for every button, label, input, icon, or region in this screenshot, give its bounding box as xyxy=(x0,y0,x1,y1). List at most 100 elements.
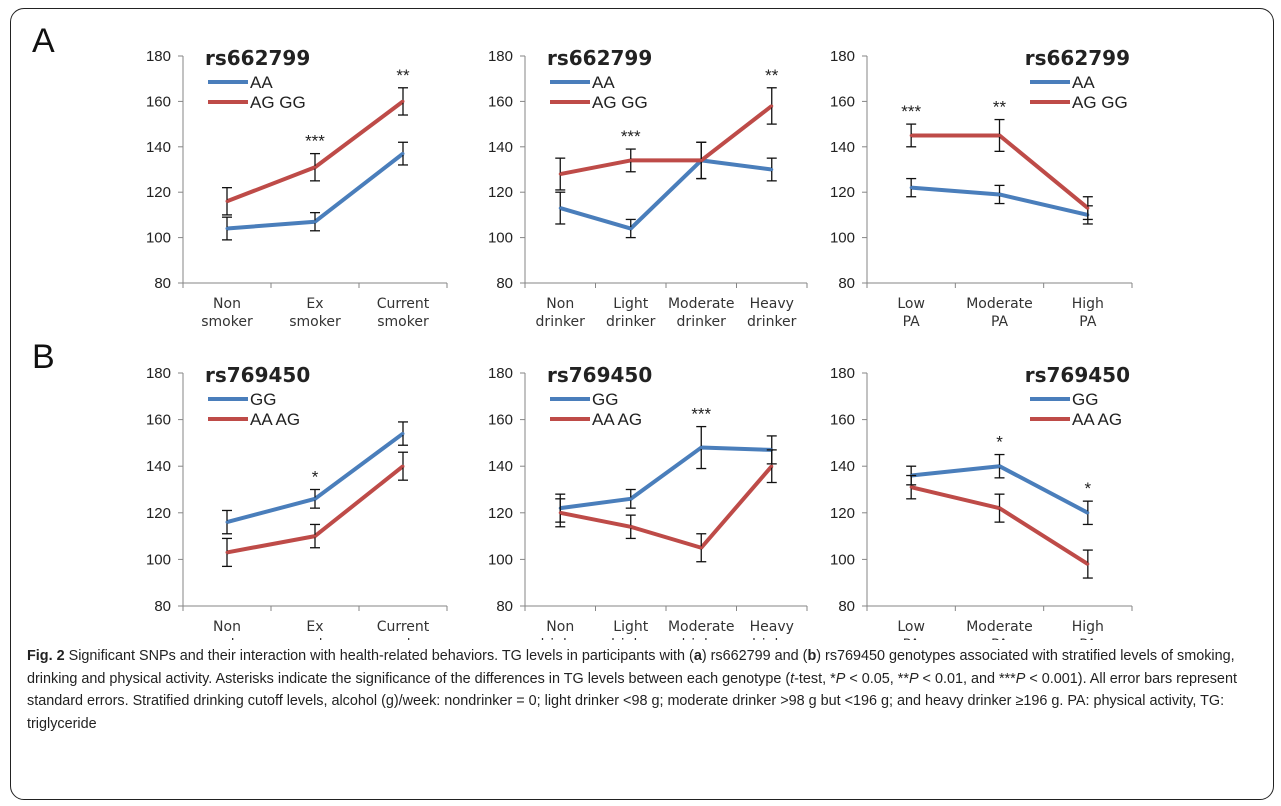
chart-title: rs662799 xyxy=(547,46,652,70)
y-tick-label: 100 xyxy=(146,230,171,247)
panel-letter-a: A xyxy=(32,22,55,60)
figure-caption: Fig. 2 Significant SNPs and their intera… xyxy=(27,645,1262,735)
data-point xyxy=(770,464,774,468)
significance-label: *** xyxy=(691,405,711,424)
x-tick-label: Moderate PA xyxy=(966,619,1033,640)
series-line-1 xyxy=(559,104,773,177)
chart-5: 80 100 120 140 160 180 Low PA Moderate PA High PA * *… xyxy=(830,363,1133,640)
data-point xyxy=(225,550,229,554)
data-point xyxy=(998,506,1001,510)
data-point xyxy=(629,158,633,162)
y-tick-label: 100 xyxy=(488,551,513,568)
caption-t-italic: t xyxy=(790,670,795,687)
x-tick-label-line: PA xyxy=(903,314,921,330)
chart-title: rs769450 xyxy=(205,363,310,387)
x-tick-label-line: drinker xyxy=(677,637,727,640)
caption-text-2: ) rs662799 and ( xyxy=(701,648,808,664)
x-tick-label-line: Moderate xyxy=(668,296,735,312)
x-tick-label: Light drinker xyxy=(606,619,656,640)
legend-label: AG GG xyxy=(250,93,306,112)
data-point xyxy=(401,152,405,156)
chart-title: rs769450 xyxy=(547,363,652,387)
data-point xyxy=(699,546,703,550)
x-tick-label: Heavy drinker xyxy=(747,619,797,640)
chart-4: 80100120140160180NondrinkerLightdrinkerM… xyxy=(488,363,808,640)
y-tick-label: 120 xyxy=(830,505,855,522)
chart-2: 80 100 120 140 160 180 Low PA Moderate PA High PA **… xyxy=(830,46,1133,330)
x-tick-label-line: drinker xyxy=(606,314,656,330)
data-point xyxy=(998,192,1001,196)
caption-fig-label: Fig. 2 xyxy=(27,648,65,664)
x-tick-label-line: smoker xyxy=(201,314,253,330)
y-tick-label: 160 xyxy=(830,412,855,429)
data-point xyxy=(313,534,317,538)
caption-label-b: b xyxy=(807,648,817,664)
x-tick-label-line: Non xyxy=(213,296,241,312)
significance-label: *** xyxy=(901,102,921,121)
x-tick-label-line: Moderate xyxy=(668,619,735,635)
x-tick-label-line: smoker xyxy=(289,314,341,330)
y-tick-label: 160 xyxy=(488,412,513,429)
data-point xyxy=(401,99,405,103)
y-tick-label: 140 xyxy=(830,458,855,475)
x-tick-label: Non drinker xyxy=(536,296,586,330)
caption-p-3: P xyxy=(1015,670,1026,687)
data-point xyxy=(313,220,317,224)
series-line-1 xyxy=(226,99,405,204)
data-point xyxy=(909,186,913,190)
x-tick-label: Current smoker xyxy=(377,619,430,640)
x-tick-label-line: drinker xyxy=(747,637,797,640)
x-tick-label-line: drinker xyxy=(677,314,727,330)
caption-text-7: < 0.001). All error bars represent stand… xyxy=(27,670,1237,732)
x-tick-label: Non drinker xyxy=(536,619,586,640)
y-tick-label: 100 xyxy=(488,230,513,247)
data-point xyxy=(401,464,405,468)
data-point xyxy=(629,227,633,231)
legend-label: GG xyxy=(1072,390,1098,409)
y-tick-label: 80 xyxy=(496,598,513,615)
data-point xyxy=(629,525,633,529)
x-tick-label-line: Low xyxy=(897,296,925,312)
caption-text-6: < 0.01, and *** xyxy=(918,670,1016,687)
y-tick-label: 160 xyxy=(488,93,513,110)
data-point xyxy=(1086,511,1090,515)
legend-label: GG xyxy=(250,390,276,409)
x-tick-label-line: Ex xyxy=(306,619,323,635)
y-tick-label: 180 xyxy=(830,48,855,65)
y-tick-label: 140 xyxy=(488,139,513,156)
data-point xyxy=(629,497,633,501)
x-tick-label: High PA xyxy=(1072,619,1104,640)
caption-p-2: P xyxy=(908,670,919,687)
x-tick-label-line: drinker xyxy=(606,637,656,640)
data-point xyxy=(699,446,703,450)
x-tick-label-line: PA xyxy=(1079,637,1097,640)
y-tick-label: 180 xyxy=(146,365,171,382)
x-tick-label-line: smoker xyxy=(201,637,253,640)
x-tick-label-line: Non xyxy=(213,619,241,635)
y-tick-label: 100 xyxy=(146,551,171,568)
data-point xyxy=(770,104,774,108)
x-tick-label: Ex smoker xyxy=(289,296,341,330)
y-tick-label: 80 xyxy=(838,275,855,292)
y-tick-label: 180 xyxy=(830,365,855,382)
x-tick-label: Non smoker xyxy=(201,619,253,640)
x-tick-label-line: Heavy xyxy=(750,296,794,312)
data-point xyxy=(558,172,562,176)
x-tick-label-line: Current xyxy=(377,619,430,635)
y-tick-label: 140 xyxy=(830,139,855,156)
series-line-0 xyxy=(559,158,773,231)
y-tick-label: 80 xyxy=(496,275,513,292)
y-tick-label: 120 xyxy=(488,184,513,201)
y-tick-label: 80 xyxy=(838,598,855,615)
x-tick-label: Heavy drinker xyxy=(747,296,797,330)
data-point xyxy=(909,485,913,489)
x-tick-label-line: smoker xyxy=(377,637,429,640)
caption-p-1: P xyxy=(835,670,846,687)
legend-label: AA AG xyxy=(250,410,300,429)
caption-text-5: < 0.05, ** xyxy=(845,670,909,687)
y-tick-label: 160 xyxy=(146,93,171,110)
y-tick-label: 80 xyxy=(154,598,171,615)
y-tick-label: 100 xyxy=(830,230,855,247)
legend-label: AG GG xyxy=(1072,93,1128,112)
